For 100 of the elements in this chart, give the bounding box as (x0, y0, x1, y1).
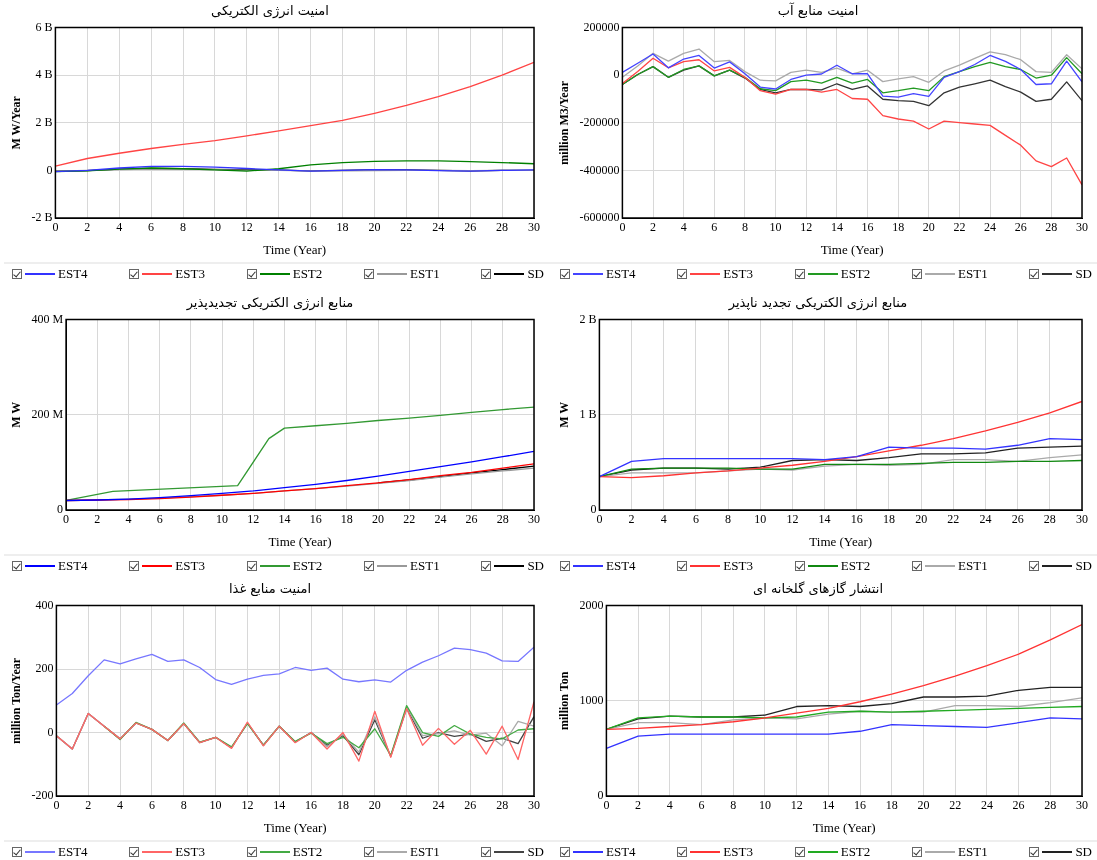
x-tick-label: 4 (116, 220, 123, 235)
x-tick-label: 30 (1076, 220, 1088, 235)
legend-label: EST2 (292, 844, 323, 860)
legend-label: EST4 (606, 558, 636, 574)
x-tick-label: 24 (979, 512, 992, 527)
x-tick-label: 12 (786, 512, 799, 527)
x-tick-label: 14 (830, 220, 843, 235)
x-tick-label: 16 (861, 220, 874, 235)
x-tick-label: 28 (496, 220, 509, 235)
y-tick-label: -200000 (579, 114, 620, 129)
legend-label: SD (527, 558, 544, 574)
x-tick-label: 24 (434, 512, 447, 527)
x-tick-label: 6 (698, 798, 705, 813)
x-tick-label: 10 (209, 798, 222, 813)
x-tick-label: 2 (635, 798, 642, 813)
y-tick-label: 0 (597, 788, 604, 803)
x-tick-label: 20 (922, 220, 935, 235)
x-axis-title: Time (Year) (268, 533, 332, 549)
x-tick-label: 30 (1076, 798, 1088, 813)
x-tick-label: 26 (1011, 512, 1024, 527)
x-tick-label: 22 (400, 798, 413, 813)
x-tick-label: 10 (758, 798, 771, 813)
legend-label: EST3 (723, 558, 753, 574)
legend-label: EST1 (410, 844, 440, 860)
legend-label: EST1 (958, 844, 988, 860)
chart-title: انتشار گازهای گلخانه ای (752, 581, 884, 598)
legend-label: EST2 (292, 266, 323, 282)
x-tick-label: 8 (180, 220, 187, 235)
x-tick-label: 16 (854, 798, 867, 813)
x-tick-label: 18 (340, 512, 353, 527)
legend-label: EST2 (840, 266, 871, 282)
y-axis-title: million M3/Year (557, 80, 572, 165)
x-tick-label: 30 (528, 798, 540, 813)
x-tick-label: 26 (464, 798, 477, 813)
x-tick-label: 16 (304, 220, 317, 235)
x-tick-label: 12 (790, 798, 803, 813)
x-tick-label: 8 (187, 512, 194, 527)
x-tick-label: 26 (465, 512, 478, 527)
x-tick-label: 2 (650, 220, 657, 235)
legend-label: EST3 (723, 266, 753, 282)
x-tick-label: 28 (1045, 220, 1058, 235)
x-tick-label: 16 (309, 512, 322, 527)
x-tick-label: 22 (403, 512, 416, 527)
legend-label: EST4 (58, 266, 88, 282)
x-tick-label: 6 (711, 220, 718, 235)
x-tick-label: 8 (180, 798, 187, 813)
x-tick-label: 20 (372, 512, 385, 527)
x-tick-label: 4 (666, 798, 673, 813)
x-tick-label: 6 (692, 512, 699, 527)
x-tick-label: 20 (368, 220, 381, 235)
legend-label: EST4 (58, 844, 88, 860)
legend-label: EST4 (606, 844, 636, 860)
x-tick-label: 18 (336, 798, 349, 813)
x-tick-label: 4 (117, 798, 124, 813)
y-axis-title: million Ton (557, 671, 572, 730)
y-tick-label: 400 (35, 597, 54, 612)
x-tick-label: 18 (892, 220, 905, 235)
x-tick-label: 14 (818, 512, 831, 527)
y-tick-label: 2000 (579, 597, 604, 612)
x-axis-title: Time (Year) (263, 241, 327, 257)
x-tick-label: 10 (769, 220, 782, 235)
chart-title: امنیت منابع غذا (228, 581, 312, 598)
x-tick-label: 22 (953, 220, 966, 235)
x-axis-title: Time (Year) (820, 241, 884, 257)
x-tick-label: 8 (725, 512, 732, 527)
y-tick-label: 2 B (579, 311, 597, 326)
legend-label: EST3 (723, 844, 753, 860)
x-tick-label: 2 (85, 798, 92, 813)
legend-label: EST3 (175, 844, 205, 860)
x-tick-label: 24 (432, 220, 445, 235)
x-tick-label: 28 (496, 798, 509, 813)
y-tick-label: 6 B (35, 19, 53, 34)
x-tick-label: 10 (216, 512, 229, 527)
chart-title: منابع انرژی الکتریکی تجدیدپذیر (185, 295, 354, 312)
x-tick-label: 26 (1014, 220, 1027, 235)
x-tick-label: 26 (464, 220, 477, 235)
legend-label: EST2 (292, 558, 323, 574)
x-tick-label: 30 (528, 220, 540, 235)
legend-label: EST3 (175, 266, 205, 282)
y-tick-label: -400000 (579, 162, 620, 177)
y-tick-label: 200000 (583, 19, 620, 34)
y-tick-label: 1 B (579, 406, 597, 421)
x-tick-label: 4 (125, 512, 132, 527)
legend-label: EST2 (840, 558, 871, 574)
x-tick-label: 6 (156, 512, 163, 527)
x-tick-label: 4 (680, 220, 687, 235)
x-tick-label: 22 (949, 798, 962, 813)
legend-label: SD (527, 844, 544, 860)
legend-label: EST1 (410, 266, 440, 282)
x-tick-label: 14 (822, 798, 835, 813)
x-tick-label: 18 (336, 220, 349, 235)
x-tick-label: 16 (850, 512, 863, 527)
y-tick-label: 0 (46, 162, 53, 177)
y-tick-label: 200 M (31, 406, 64, 421)
legend-label: SD (1075, 266, 1092, 282)
x-tick-label: 12 (240, 220, 253, 235)
x-tick-label: 12 (800, 220, 813, 235)
x-tick-label: 8 (741, 220, 748, 235)
x-tick-label: 28 (496, 512, 509, 527)
x-tick-label: 26 (1012, 798, 1025, 813)
